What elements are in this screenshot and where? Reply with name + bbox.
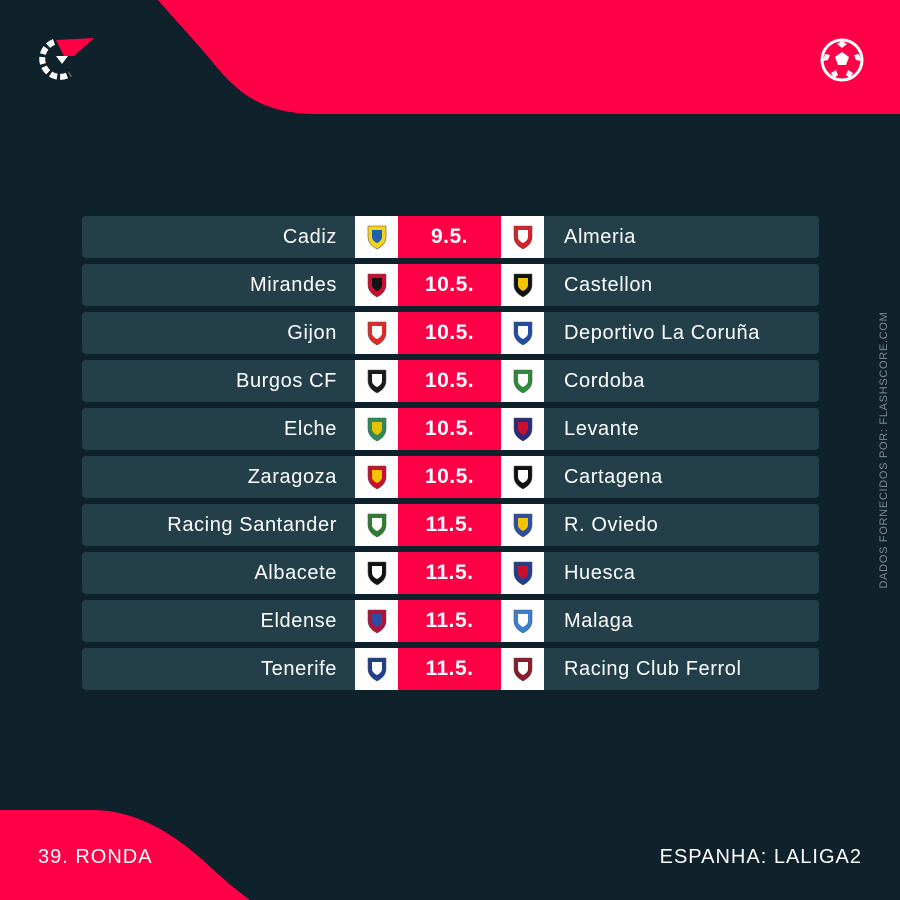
match-date: 11.5. (398, 552, 501, 594)
home-team-crest-icon (355, 264, 398, 306)
fixtures-list: Cadiz 9.5. Almeria Mirandes 10.5. Castellon Gi… (82, 216, 819, 696)
home-team-crest-icon (355, 456, 398, 498)
away-team-crest-icon (501, 216, 544, 258)
away-team-crest-icon (501, 456, 544, 498)
away-team-name: Cartagena (564, 466, 663, 488)
away-team-name: R. Oviedo (564, 514, 659, 536)
data-credit: DADOS FORNECIDOS POR: FLASHSCORE.COM (878, 311, 890, 589)
away-team-name: Racing Club Ferrol (564, 658, 742, 680)
away-team-name: Malaga (564, 610, 634, 632)
away-team-name: Deportivo La Coruña (564, 322, 760, 344)
fixture-row[interactable]: Elche 10.5. Levante (82, 408, 819, 450)
fixture-row[interactable]: Albacete 11.5. Huesca (82, 552, 819, 594)
home-team-name: Gijon (287, 322, 337, 344)
home-team-name: Burgos CF (236, 370, 337, 392)
fixture-row[interactable]: Tenerife 11.5. Racing Club Ferrol (82, 648, 819, 690)
away-team-crest-icon (501, 504, 544, 546)
match-date: 11.5. (398, 504, 501, 546)
away-team-crest-icon (501, 648, 544, 690)
league-label: ESPANHA: LALIGA2 (659, 846, 862, 868)
bottom-left-red-shape (0, 810, 250, 900)
flashscore-logo-icon (39, 38, 94, 80)
away-team-crest-icon (501, 552, 544, 594)
home-team-name: Racing Santander (167, 514, 337, 536)
football-icon (820, 38, 864, 82)
match-date: 11.5. (398, 648, 501, 690)
away-team-name: Cordoba (564, 370, 645, 392)
away-team-crest-icon (501, 408, 544, 450)
fixture-row[interactable]: Racing Santander 11.5. R. Oviedo (82, 504, 819, 546)
home-team-name: Mirandes (249, 274, 337, 296)
home-team-crest-icon (355, 552, 398, 594)
away-team-name: Castellon (564, 274, 653, 296)
match-date: 10.5. (398, 312, 501, 354)
match-date: 11.5. (398, 600, 501, 642)
fixture-row[interactable]: Burgos CF 10.5. Cordoba (82, 360, 819, 402)
round-label: 39. RONDA (38, 846, 153, 868)
home-team-name: Zaragoza (247, 466, 337, 488)
away-team-name: Huesca (564, 562, 636, 584)
home-team-name: Albacete (254, 562, 337, 584)
home-team-crest-icon (355, 312, 398, 354)
home-team-crest-icon (355, 216, 398, 258)
match-date: 10.5. (398, 264, 501, 306)
away-team-crest-icon (501, 264, 544, 306)
home-team-crest-icon (355, 504, 398, 546)
fixture-row[interactable]: Zaragoza 10.5. Cartagena (82, 456, 819, 498)
match-date: 9.5. (398, 216, 501, 258)
fixture-row[interactable]: Eldense 11.5. Malaga (82, 600, 819, 642)
away-team-name: Levante (564, 418, 640, 440)
home-team-name: Eldense (260, 610, 337, 632)
home-team-name: Cadiz (282, 226, 337, 248)
match-date: 10.5. (398, 456, 501, 498)
home-team-crest-icon (355, 600, 398, 642)
top-right-red-shape (158, 0, 900, 114)
home-team-crest-icon (355, 408, 398, 450)
fixture-row[interactable]: Cadiz 9.5. Almeria (82, 216, 819, 258)
away-team-crest-icon (501, 312, 544, 354)
away-team-crest-icon (501, 360, 544, 402)
away-team-name: Almeria (564, 226, 636, 248)
away-team-crest-icon (501, 600, 544, 642)
fixture-row[interactable]: Mirandes 10.5. Castellon (82, 264, 819, 306)
match-date: 10.5. (398, 408, 501, 450)
home-team-name: Tenerife (261, 658, 337, 680)
match-date: 10.5. (398, 360, 501, 402)
fixture-row[interactable]: Gijon 10.5. Deportivo La Coruña (82, 312, 819, 354)
home-team-crest-icon (355, 360, 398, 402)
home-team-crest-icon (355, 648, 398, 690)
home-team-name: Elche (283, 418, 337, 440)
